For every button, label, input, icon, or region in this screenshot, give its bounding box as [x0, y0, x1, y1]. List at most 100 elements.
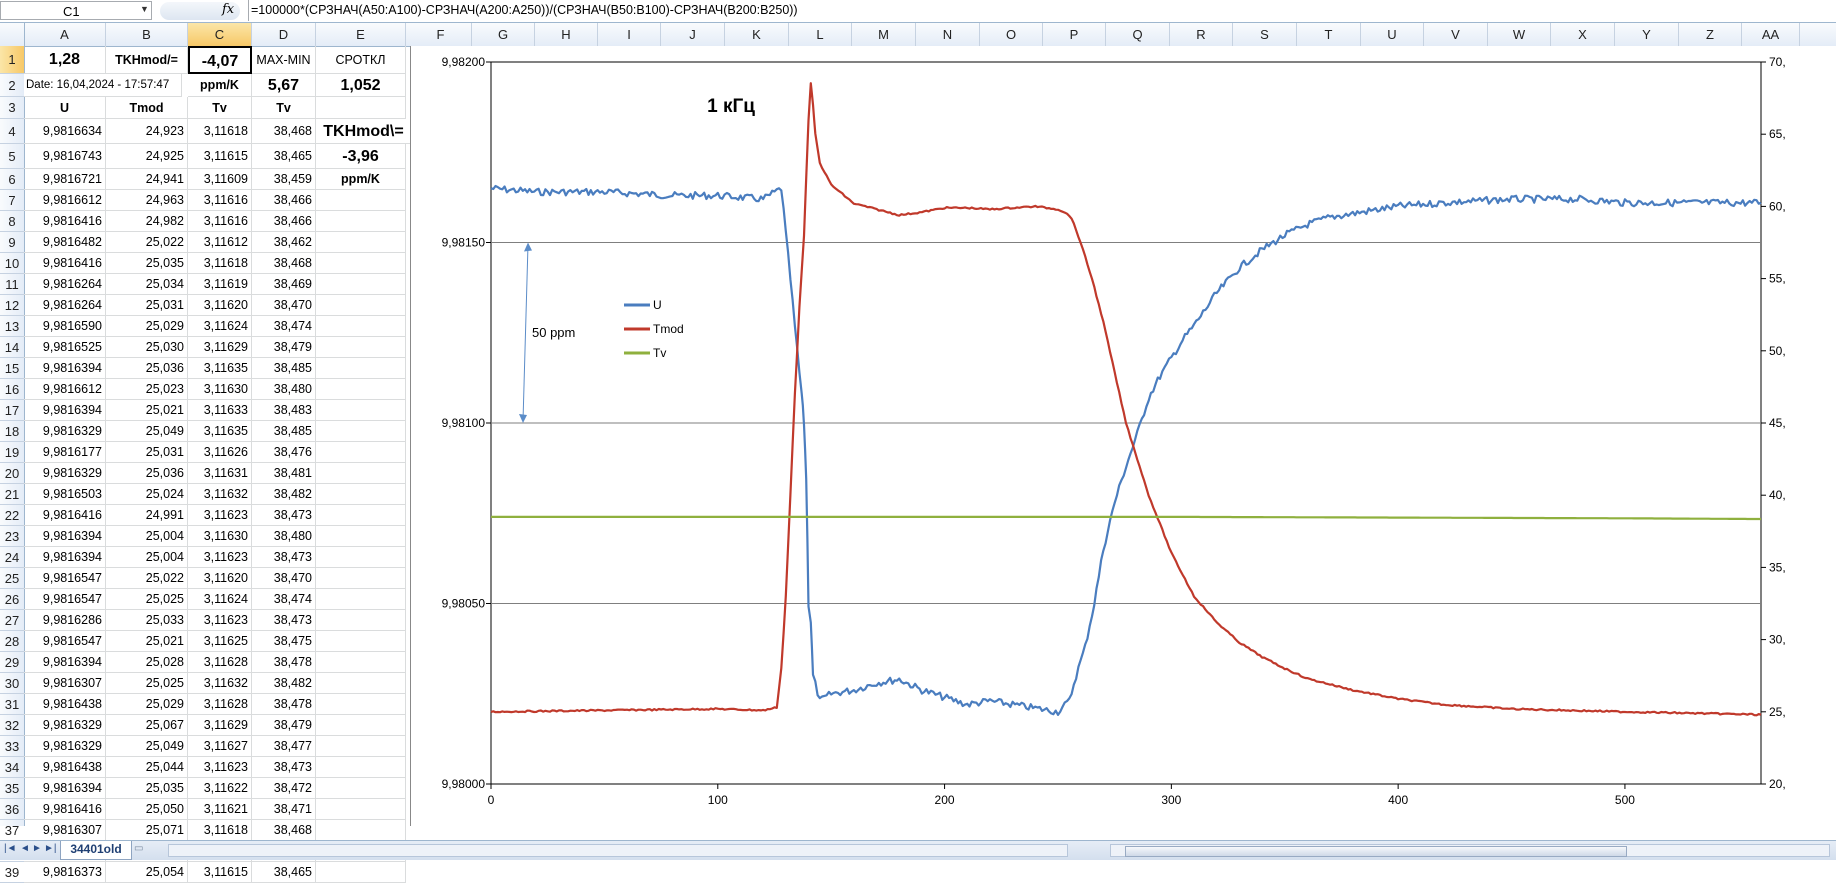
- cell-e19[interactable]: [316, 442, 406, 463]
- column-header-f[interactable]: F: [410, 23, 472, 46]
- row-header-6[interactable]: 6: [0, 169, 24, 190]
- cell-d35[interactable]: 38,472: [252, 778, 316, 799]
- last-sheet-icon[interactable]: ►|: [44, 843, 57, 854]
- column-header-d[interactable]: D: [252, 23, 316, 46]
- cell-e33[interactable]: [316, 736, 406, 757]
- cell-e16[interactable]: [316, 379, 406, 400]
- row-header-17[interactable]: 17: [0, 400, 24, 421]
- row-header-35[interactable]: 35: [0, 778, 24, 799]
- cell-a22[interactable]: 9,9816416: [24, 505, 106, 526]
- cell-e7[interactable]: [316, 190, 406, 211]
- cell-a28[interactable]: 9,9816547: [24, 631, 106, 652]
- row-header-20[interactable]: 20: [0, 463, 24, 484]
- cell-e15[interactable]: [316, 358, 406, 379]
- column-header-h[interactable]: H: [535, 23, 598, 46]
- cell-b14[interactable]: 25,030: [106, 337, 188, 358]
- cell-e21[interactable]: [316, 484, 406, 505]
- cell-a18[interactable]: 9,9816329: [24, 421, 106, 442]
- row-header-3[interactable]: 3: [0, 97, 24, 119]
- cell-e10[interactable]: [316, 253, 406, 274]
- cell-a32[interactable]: 9,9816329: [24, 715, 106, 736]
- cell-a26[interactable]: 9,9816547: [24, 589, 106, 610]
- cell-c17[interactable]: 3,11633: [188, 400, 252, 421]
- cell-e22[interactable]: [316, 505, 406, 526]
- cell-e14[interactable]: [316, 337, 406, 358]
- row-header-24[interactable]: 24: [0, 547, 24, 568]
- column-header-a[interactable]: A: [24, 23, 106, 46]
- cell-c11[interactable]: 3,11619: [188, 274, 252, 295]
- cell-a6[interactable]: 9,9816721: [24, 169, 106, 190]
- cell-a8[interactable]: 9,9816416: [24, 211, 106, 232]
- row-header-18[interactable]: 18: [0, 421, 24, 442]
- cell-e1[interactable]: СРОТКЛ: [316, 46, 406, 74]
- cell-d13[interactable]: 38,474: [252, 316, 316, 337]
- cell-b32[interactable]: 25,067: [106, 715, 188, 736]
- horizontal-scroll-track[interactable]: [168, 844, 1068, 857]
- cell-e11[interactable]: [316, 274, 406, 295]
- cell-b29[interactable]: 25,028: [106, 652, 188, 673]
- cell-b31[interactable]: 25,029: [106, 694, 188, 715]
- cell-a36[interactable]: 9,9816416: [24, 799, 106, 820]
- cell-e39[interactable]: [316, 862, 406, 883]
- cell-c10[interactable]: 3,11618: [188, 253, 252, 274]
- cell-b15[interactable]: 25,036: [106, 358, 188, 379]
- cell-d22[interactable]: 38,473: [252, 505, 316, 526]
- row-header-4[interactable]: 4: [0, 119, 24, 144]
- cell-c29[interactable]: 3,11628: [188, 652, 252, 673]
- row-header-16[interactable]: 16: [0, 379, 24, 400]
- cell-d23[interactable]: 38,480: [252, 526, 316, 547]
- column-header-u[interactable]: U: [1361, 23, 1424, 46]
- cell-d3[interactable]: Tv: [252, 97, 316, 119]
- row-header-23[interactable]: 23: [0, 526, 24, 547]
- row-header-31[interactable]: 31: [0, 694, 24, 715]
- cell-e9[interactable]: [316, 232, 406, 253]
- cell-b6[interactable]: 24,941: [106, 169, 188, 190]
- column-header-n[interactable]: N: [916, 23, 980, 46]
- cell-e32[interactable]: [316, 715, 406, 736]
- cell-d19[interactable]: 38,476: [252, 442, 316, 463]
- row-header-32[interactable]: 32: [0, 715, 24, 736]
- column-header-g[interactable]: G: [472, 23, 535, 46]
- cell-a30[interactable]: 9,9816307: [24, 673, 106, 694]
- cell-c20[interactable]: 3,11631: [188, 463, 252, 484]
- sheet-tab[interactable]: 34401old: [60, 841, 132, 860]
- cell-d20[interactable]: 38,481: [252, 463, 316, 484]
- row-header-28[interactable]: 28: [0, 631, 24, 652]
- row-header-22[interactable]: 22: [0, 505, 24, 526]
- row-header-7[interactable]: 7: [0, 190, 24, 211]
- cell-a35[interactable]: 9,9816394: [24, 778, 106, 799]
- row-header-5[interactable]: 5: [0, 144, 24, 169]
- cell-c24[interactable]: 3,11623: [188, 547, 252, 568]
- cell-b19[interactable]: 25,031: [106, 442, 188, 463]
- cell-c1[interactable]: -4,07: [188, 46, 252, 74]
- cell-e18[interactable]: [316, 421, 406, 442]
- cell-d7[interactable]: 38,466: [252, 190, 316, 211]
- cell-c5[interactable]: 3,11615: [188, 144, 252, 169]
- cell-e5[interactable]: -3,96: [316, 144, 406, 169]
- column-header-x[interactable]: X: [1551, 23, 1615, 46]
- cell-a31[interactable]: 9,9816438: [24, 694, 106, 715]
- cell-d39[interactable]: 38,465: [252, 862, 316, 883]
- cell-d26[interactable]: 38,474: [252, 589, 316, 610]
- cell-e28[interactable]: [316, 631, 406, 652]
- cell-d6[interactable]: 38,459: [252, 169, 316, 190]
- cell-e13[interactable]: [316, 316, 406, 337]
- cell-b20[interactable]: 25,036: [106, 463, 188, 484]
- cell-b10[interactable]: 25,035: [106, 253, 188, 274]
- row-header-10[interactable]: 10: [0, 253, 24, 274]
- cell-a27[interactable]: 9,9816286: [24, 610, 106, 631]
- cell-a2[interactable]: Date: 16,04,2024 - 17:57:47: [24, 74, 182, 97]
- cell-c15[interactable]: 3,11635: [188, 358, 252, 379]
- cell-c22[interactable]: 3,11623: [188, 505, 252, 526]
- cell-a25[interactable]: 9,9816547: [24, 568, 106, 589]
- first-sheet-icon[interactable]: |◄: [4, 843, 17, 854]
- cell-b34[interactable]: 25,044: [106, 757, 188, 778]
- row-header-39[interactable]: 39: [0, 862, 24, 883]
- cell-b4[interactable]: 24,923: [106, 119, 188, 144]
- cell-d12[interactable]: 38,470: [252, 295, 316, 316]
- row-header-29[interactable]: 29: [0, 652, 24, 673]
- cell-c3[interactable]: Tv: [188, 97, 252, 119]
- name-box[interactable]: C1: [0, 1, 152, 20]
- cell-d4[interactable]: 38,468: [252, 119, 316, 144]
- cell-d34[interactable]: 38,473: [252, 757, 316, 778]
